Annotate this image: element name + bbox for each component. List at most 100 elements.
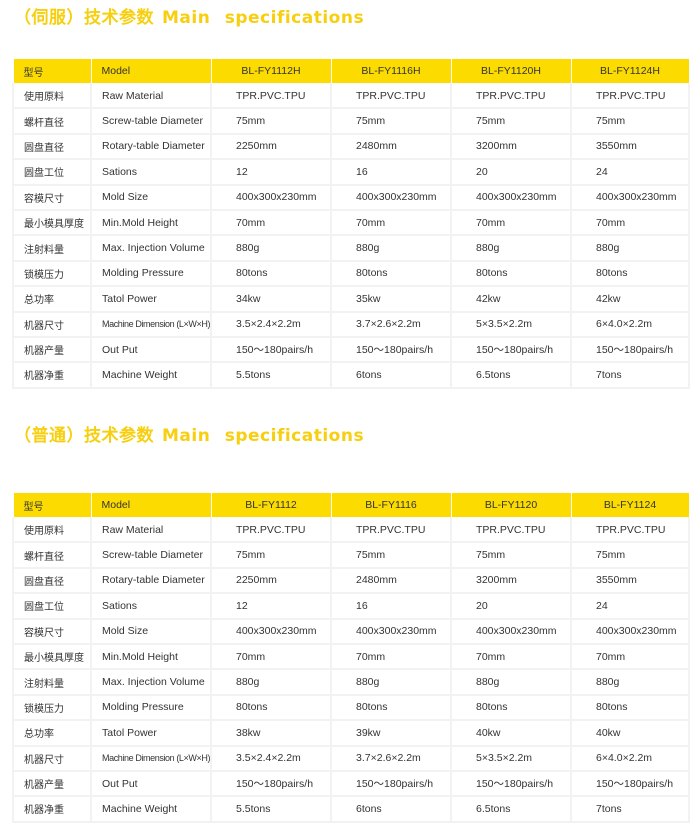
row-label-zh: 机器尺寸 — [12, 745, 92, 772]
model-name: BL-FY1112H — [210, 58, 332, 84]
spec-value: 40kw — [450, 719, 572, 747]
table-row: 使用原料 Raw Material TPR.PVC.TPU TPR.PVC.TPU TP… — [12, 83, 690, 110]
spec-value: 880g — [210, 234, 332, 262]
spec-value: 5×3.5×2.2m — [450, 745, 572, 772]
row-label-zh: 注射料量 — [12, 234, 92, 262]
spec-value: 150〜180pairs/h — [330, 770, 452, 798]
table-row: 容模尺寸 Mold Size 400x300x230mm 400x300x230mm 4… — [12, 618, 690, 645]
spec-value: 20 — [450, 158, 572, 186]
spec-value: 2480mm — [330, 567, 452, 595]
model-name: BL-FY1124 — [570, 492, 690, 518]
spec-value: 150〜180pairs/h — [330, 336, 452, 364]
spec-value: 3.5×2.4×2.2m — [210, 745, 332, 772]
row-label-zh: 使用原料 — [12, 517, 92, 544]
table-row: 圆盘直径 Rotary-table Diameter 2250mm 2480mm 320… — [12, 567, 690, 595]
row-label-zh: 锁模压力 — [12, 260, 92, 288]
spec-value: 6×4.0×2.2m — [570, 311, 690, 338]
spec-value: TPR.PVC.TPU — [570, 517, 690, 544]
spec-value: 6.5tons — [450, 795, 572, 823]
spec-value: 80tons — [450, 260, 572, 288]
table-row: 螺杆直径 Screw-table Diameter 75mm 75mm 75mm 75mm — [12, 541, 690, 569]
spec-value: 40kw — [570, 719, 690, 747]
spec-value: 35kw — [330, 285, 452, 313]
section-title-en: Main specifications — [162, 8, 365, 28]
spec-value: 3550mm — [570, 567, 690, 595]
table-row: 容模尺寸 Mold Size 400x300x230mm 400x300x230mm 4… — [12, 184, 690, 211]
row-label-zh: 最小模具厚度 — [12, 643, 92, 671]
spec-value: 7tons — [570, 795, 690, 823]
row-label-zh: 圆盘直径 — [12, 133, 92, 161]
spec-value: 80tons — [330, 260, 452, 288]
section-title-zh: （普通）技术参数 — [14, 426, 154, 445]
spec-value: TPR.PVC.TPU — [330, 517, 452, 544]
spec-value: 80tons — [210, 260, 332, 288]
header-label-en: Model — [90, 492, 212, 518]
spec-value: 5×3.5×2.2m — [450, 311, 572, 338]
row-label-en: Mold Size — [90, 184, 212, 211]
section-title-zh: （伺服）技术参数 — [14, 8, 154, 27]
spec-value: 75mm — [450, 541, 572, 569]
spec-value: 3.5×2.4×2.2m — [210, 311, 332, 338]
row-label-zh: 圆盘直径 — [12, 567, 92, 595]
row-label-en: Sations — [90, 592, 212, 620]
row-label-en: Min.Mold Height — [90, 643, 212, 671]
spec-value: 880g — [330, 234, 452, 262]
table-header-row: 型号 Model BL-FY1112H BL-FY1116H BL-FY1120H BL-… — [12, 58, 690, 84]
row-label-en: Machine Dimension (L×W×H) — [90, 311, 212, 338]
spec-value: 80tons — [450, 694, 572, 722]
table-row: 机器产量 Out Put 150〜180pairs/h 150〜180pairs/h 1… — [12, 336, 690, 364]
table-row: 螺杆直径 Screw-table Diameter 75mm 75mm 75mm 75mm — [12, 107, 690, 135]
spec-value: 150〜180pairs/h — [450, 770, 572, 798]
table-row: 锁模压力 Molding Pressure 80tons 80tons 80tons 80… — [12, 694, 690, 722]
row-label-en: Out Put — [90, 770, 212, 798]
spec-value: 34kw — [210, 285, 332, 313]
spec-value: 880g — [210, 668, 332, 696]
spec-value: 880g — [450, 668, 572, 696]
row-label-en: Screw-table Diameter — [90, 107, 212, 135]
spec-value: 2480mm — [330, 133, 452, 161]
header-label-zh: 型号 — [12, 492, 92, 518]
row-label-en: Molding Pressure — [90, 260, 212, 288]
spec-value: 3200mm — [450, 567, 572, 595]
spec-value: 75mm — [210, 107, 332, 135]
section-title-en: Main specifications — [162, 426, 365, 446]
spec-value: 39kw — [330, 719, 452, 747]
row-label-zh: 机器产量 — [12, 336, 92, 364]
spec-value: 3200mm — [450, 133, 572, 161]
spec-value: 75mm — [570, 541, 690, 569]
spec-value: TPR.PVC.TPU — [210, 83, 332, 110]
row-label-zh: 锁模压力 — [12, 694, 92, 722]
spec-value: 80tons — [210, 694, 332, 722]
spec-value: 70mm — [450, 209, 572, 237]
model-name: BL-FY1120 — [450, 492, 572, 518]
spec-value: 6×4.0×2.2m — [570, 745, 690, 772]
spec-value: 400x300x230mm — [450, 184, 572, 211]
spec-value: 75mm — [210, 541, 332, 569]
row-label-zh: 机器尺寸 — [12, 311, 92, 338]
spec-value: 12 — [210, 158, 332, 186]
spec-value: 70mm — [330, 209, 452, 237]
table-row: 最小模具厚度 Min.Mold Height 70mm 70mm 70mm 70mm — [12, 209, 690, 237]
spec-value: 6.5tons — [450, 361, 572, 389]
spec-value: 42kw — [450, 285, 572, 313]
spec-value: 70mm — [210, 643, 332, 671]
spec-value: 24 — [570, 592, 690, 620]
table-row: 锁模压力 Molding Pressure 80tons 80tons 80tons 80… — [12, 260, 690, 288]
row-label-zh: 圆盘工位 — [12, 592, 92, 620]
spec-value: 6tons — [330, 361, 452, 389]
spec-value: 70mm — [570, 209, 690, 237]
row-label-en: Min.Mold Height — [90, 209, 212, 237]
row-label-zh: 使用原料 — [12, 83, 92, 110]
row-label-en: Machine Dimension (L×W×H) — [90, 745, 212, 772]
row-label-zh: 机器产量 — [12, 770, 92, 798]
section-title: （伺服）技术参数 Main specifications — [14, 3, 364, 28]
row-label-en: Screw-table Diameter — [90, 541, 212, 569]
section-title: （普通）技术参数 Main specifications — [14, 421, 364, 446]
row-label-en: Tatol Power — [90, 719, 212, 747]
table-row: 总功率 Tatol Power 38kw 39kw 40kw 40kw — [12, 719, 690, 747]
row-label-zh: 最小模具厚度 — [12, 209, 92, 237]
row-label-en: Machine Weight — [90, 361, 212, 389]
spec-value: 400x300x230mm — [450, 618, 572, 645]
table-row: 圆盘工位 Sations 12 16 20 24 — [12, 158, 690, 186]
row-label-zh: 螺杆直径 — [12, 541, 92, 569]
